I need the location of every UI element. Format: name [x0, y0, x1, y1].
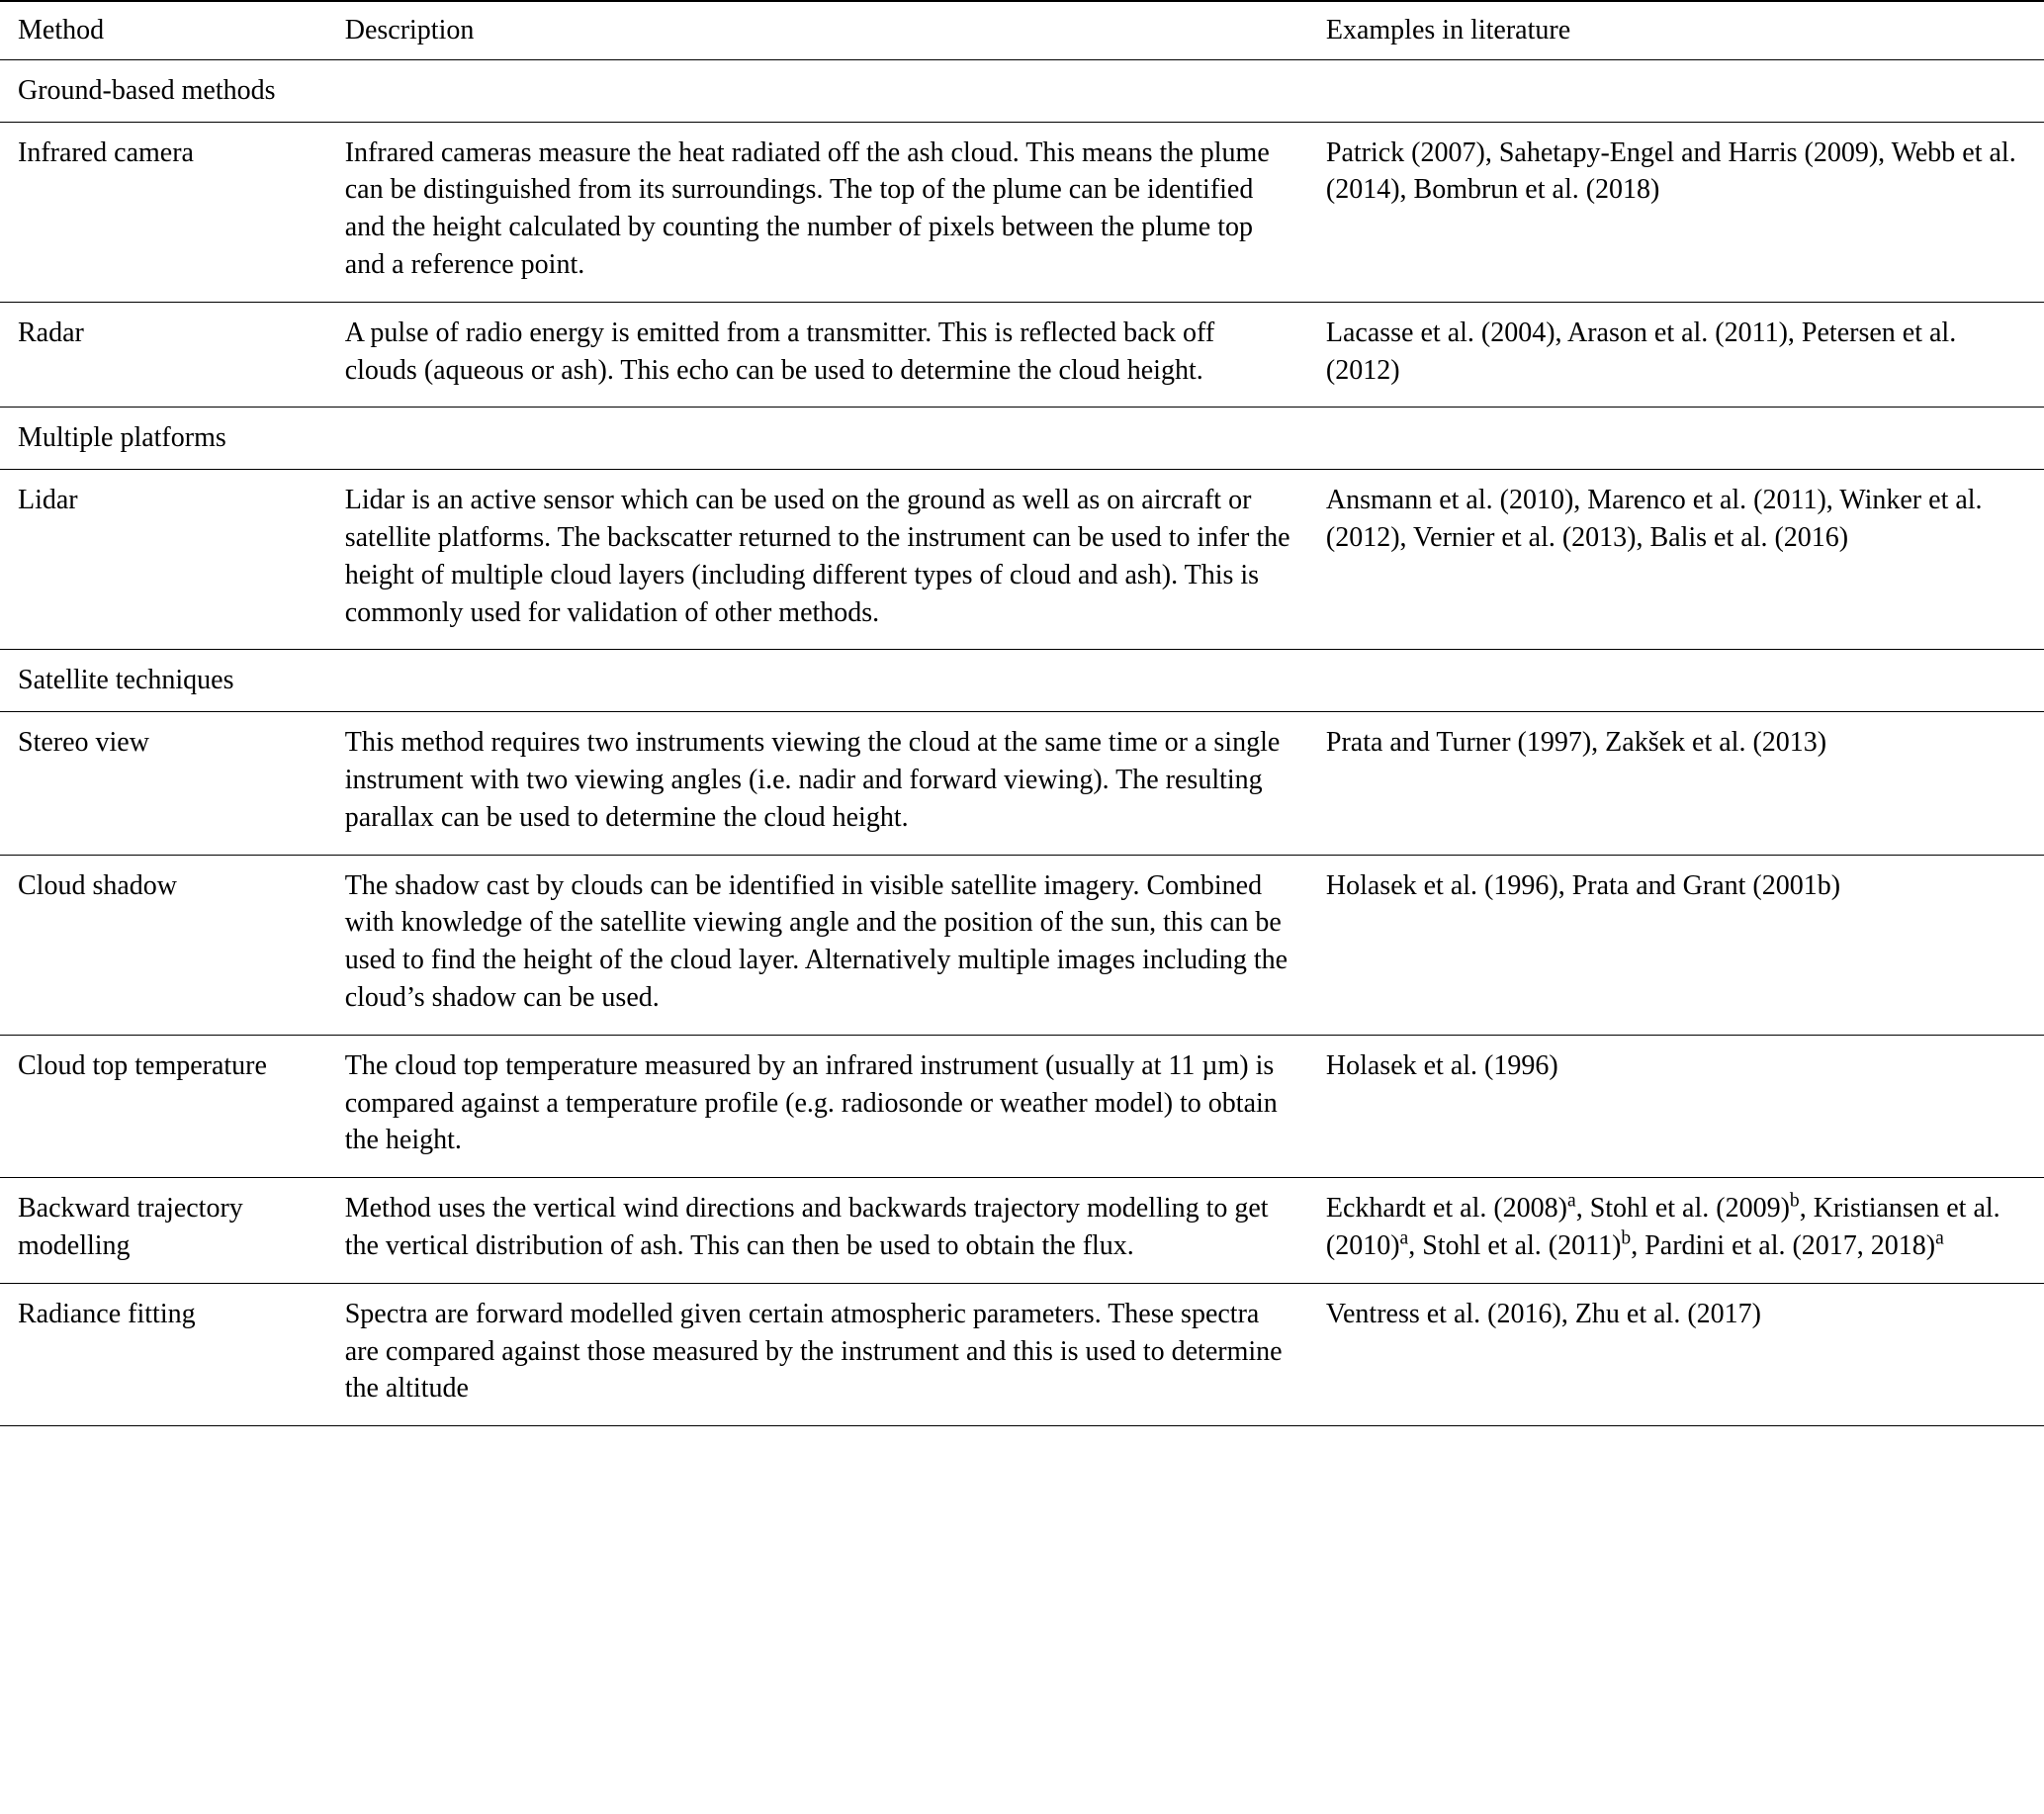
table-row: Backward trajectory modellingMethod uses…	[0, 1178, 2044, 1284]
method-examples: Ventress et al. (2016), Zhu et al. (2017…	[1308, 1283, 2044, 1425]
table-row: Radiance fittingSpectra are forward mode…	[0, 1283, 2044, 1425]
table-header: Method Description Examples in literatur…	[0, 1, 2044, 59]
col-header-method: Method	[0, 1, 327, 59]
method-name: Cloud top temperature	[0, 1035, 327, 1177]
methods-table: Method Description Examples in literatur…	[0, 0, 2044, 1426]
method-description: Spectra are forward modelled given certa…	[327, 1283, 1308, 1425]
method-description: The cloud top temperature measured by an…	[327, 1035, 1308, 1177]
method-description: Infrared cameras measure the heat radiat…	[327, 122, 1308, 302]
col-header-description: Description	[327, 1, 1308, 59]
method-examples: Patrick (2007), Sahetapy-Engel and Harri…	[1308, 122, 2044, 302]
section-heading: Ground-based methods	[0, 59, 2044, 122]
table-body: Ground-based methodsInfrared cameraInfra…	[0, 59, 2044, 1425]
footnote-marker: a	[1935, 1228, 1944, 1249]
table-row: Stereo viewThis method requires two inst…	[0, 712, 2044, 855]
method-examples: Holasek et al. (1996), Prata and Grant (…	[1308, 855, 2044, 1035]
footnote-marker: a	[1400, 1228, 1409, 1249]
table-row: RadarA pulse of radio energy is emitted …	[0, 302, 2044, 408]
method-description: Method uses the vertical wind directions…	[327, 1178, 1308, 1284]
section-heading: Satellite techniques	[0, 650, 2044, 712]
method-description: Lidar is an active sensor which can be u…	[327, 470, 1308, 650]
method-examples: Ansmann et al. (2010), Marenco et al. (2…	[1308, 470, 2044, 650]
footnote-marker: b	[1621, 1228, 1631, 1249]
method-name: Radiance fitting	[0, 1283, 327, 1425]
table-row: Cloud shadowThe shadow cast by clouds ca…	[0, 855, 2044, 1035]
table-row: Infrared cameraInfrared cameras measure …	[0, 122, 2044, 302]
section-heading-row: Multiple platforms	[0, 408, 2044, 470]
method-name: Infrared camera	[0, 122, 327, 302]
section-heading-row: Ground-based methods	[0, 59, 2044, 122]
method-examples: Holasek et al. (1996)	[1308, 1035, 2044, 1177]
method-examples: Prata and Turner (1997), Zakšek et al. (…	[1308, 712, 2044, 855]
method-description: The shadow cast by clouds can be identif…	[327, 855, 1308, 1035]
method-name: Lidar	[0, 470, 327, 650]
table-row: LidarLidar is an active sensor which can…	[0, 470, 2044, 650]
method-description: A pulse of radio energy is emitted from …	[327, 302, 1308, 408]
section-heading-row: Satellite techniques	[0, 650, 2044, 712]
method-name: Cloud shadow	[0, 855, 327, 1035]
footnote-marker: a	[1567, 1191, 1576, 1212]
method-examples: Lacasse et al. (2004), Arason et al. (20…	[1308, 302, 2044, 408]
section-heading: Multiple platforms	[0, 408, 2044, 470]
table-row: Cloud top temperatureThe cloud top tempe…	[0, 1035, 2044, 1177]
col-header-examples: Examples in literature	[1308, 1, 2044, 59]
method-name: Stereo view	[0, 712, 327, 855]
method-name: Backward trajectory modelling	[0, 1178, 327, 1284]
method-name: Radar	[0, 302, 327, 408]
method-examples: Eckhardt et al. (2008)a, Stohl et al. (2…	[1308, 1178, 2044, 1284]
method-description: This method requires two instruments vie…	[327, 712, 1308, 855]
footnote-marker: b	[1790, 1191, 1800, 1212]
